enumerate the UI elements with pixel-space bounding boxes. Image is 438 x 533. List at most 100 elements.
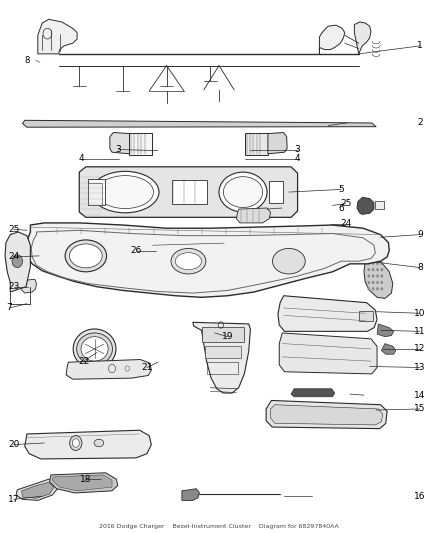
Bar: [359, 311, 373, 321]
Ellipse shape: [81, 337, 108, 361]
Ellipse shape: [70, 244, 102, 268]
Bar: [31, 242, 39, 252]
Circle shape: [376, 281, 379, 284]
Ellipse shape: [219, 172, 267, 212]
Text: 19: 19: [222, 332, 233, 341]
Text: 13: 13: [414, 363, 426, 372]
Circle shape: [381, 287, 383, 290]
Polygon shape: [291, 389, 335, 397]
Circle shape: [376, 287, 379, 290]
Polygon shape: [38, 19, 77, 54]
Bar: [155, 246, 220, 268]
Circle shape: [367, 281, 370, 284]
Polygon shape: [26, 223, 389, 297]
Text: 1: 1: [417, 42, 423, 51]
Bar: [172, 180, 207, 204]
Text: 4: 4: [79, 154, 84, 163]
Ellipse shape: [91, 171, 159, 213]
Text: 9: 9: [417, 230, 423, 239]
Polygon shape: [377, 324, 394, 337]
Polygon shape: [66, 360, 151, 379]
Ellipse shape: [272, 248, 305, 274]
Polygon shape: [21, 279, 36, 293]
Polygon shape: [22, 120, 376, 127]
Polygon shape: [5, 232, 30, 292]
Polygon shape: [52, 475, 112, 491]
Circle shape: [376, 268, 379, 271]
Text: 5: 5: [339, 185, 344, 194]
Circle shape: [372, 287, 374, 290]
Circle shape: [12, 255, 22, 268]
Polygon shape: [357, 197, 374, 214]
Text: 6: 6: [339, 204, 344, 213]
Polygon shape: [237, 208, 271, 223]
Text: 8: 8: [417, 263, 423, 272]
Bar: [269, 181, 283, 203]
Polygon shape: [193, 322, 251, 393]
Circle shape: [372, 268, 374, 271]
Circle shape: [376, 255, 379, 259]
Circle shape: [372, 274, 374, 278]
Ellipse shape: [73, 329, 116, 369]
Polygon shape: [266, 400, 387, 429]
Circle shape: [367, 255, 370, 259]
Text: 25: 25: [8, 225, 19, 234]
Bar: [202, 327, 244, 342]
Polygon shape: [381, 344, 396, 354]
Ellipse shape: [65, 240, 106, 272]
Bar: [157, 270, 165, 281]
Text: 22: 22: [78, 357, 89, 366]
Text: 3: 3: [295, 145, 300, 154]
Circle shape: [72, 439, 79, 447]
Circle shape: [367, 262, 370, 265]
Circle shape: [381, 255, 383, 259]
Polygon shape: [279, 333, 377, 374]
Text: 10: 10: [414, 309, 426, 318]
Circle shape: [376, 262, 379, 265]
Text: 4: 4: [295, 154, 300, 163]
Ellipse shape: [77, 333, 113, 365]
Text: 21: 21: [141, 363, 153, 372]
Text: 8: 8: [25, 56, 30, 64]
Text: 17: 17: [8, 495, 20, 504]
Bar: [169, 270, 177, 281]
Circle shape: [376, 274, 379, 278]
Polygon shape: [25, 430, 151, 459]
Text: 23: 23: [8, 282, 19, 291]
Circle shape: [381, 268, 383, 271]
Text: 7: 7: [7, 303, 12, 312]
Polygon shape: [49, 473, 118, 493]
Polygon shape: [38, 232, 55, 251]
Ellipse shape: [171, 248, 206, 274]
Circle shape: [372, 262, 374, 265]
Text: 14: 14: [414, 391, 426, 400]
Polygon shape: [21, 482, 54, 498]
Bar: [130, 133, 152, 155]
Polygon shape: [365, 236, 383, 244]
Polygon shape: [271, 405, 383, 425]
Ellipse shape: [97, 175, 153, 208]
Circle shape: [367, 287, 370, 290]
Circle shape: [381, 262, 383, 265]
Bar: [88, 179, 105, 205]
Circle shape: [367, 268, 370, 271]
Text: 11: 11: [414, 327, 426, 336]
Bar: [245, 133, 268, 155]
Ellipse shape: [175, 253, 201, 270]
Text: 2016 Dodge Charger    Bezel-Instrument Cluster    Diagram for 68297840AA: 2016 Dodge Charger Bezel-Instrument Clus…: [99, 524, 339, 529]
Bar: [181, 270, 189, 281]
Bar: [207, 362, 238, 374]
Text: 25: 25: [340, 199, 351, 208]
Bar: [375, 201, 384, 209]
Text: 20: 20: [8, 440, 19, 449]
Text: 26: 26: [131, 246, 142, 255]
Circle shape: [367, 274, 370, 278]
Text: 16: 16: [414, 491, 426, 500]
Text: 3: 3: [116, 145, 121, 154]
Text: 15: 15: [414, 405, 426, 414]
Polygon shape: [278, 296, 377, 332]
Polygon shape: [319, 25, 345, 54]
Polygon shape: [354, 22, 371, 54]
Circle shape: [381, 274, 383, 278]
Bar: [88, 182, 102, 205]
